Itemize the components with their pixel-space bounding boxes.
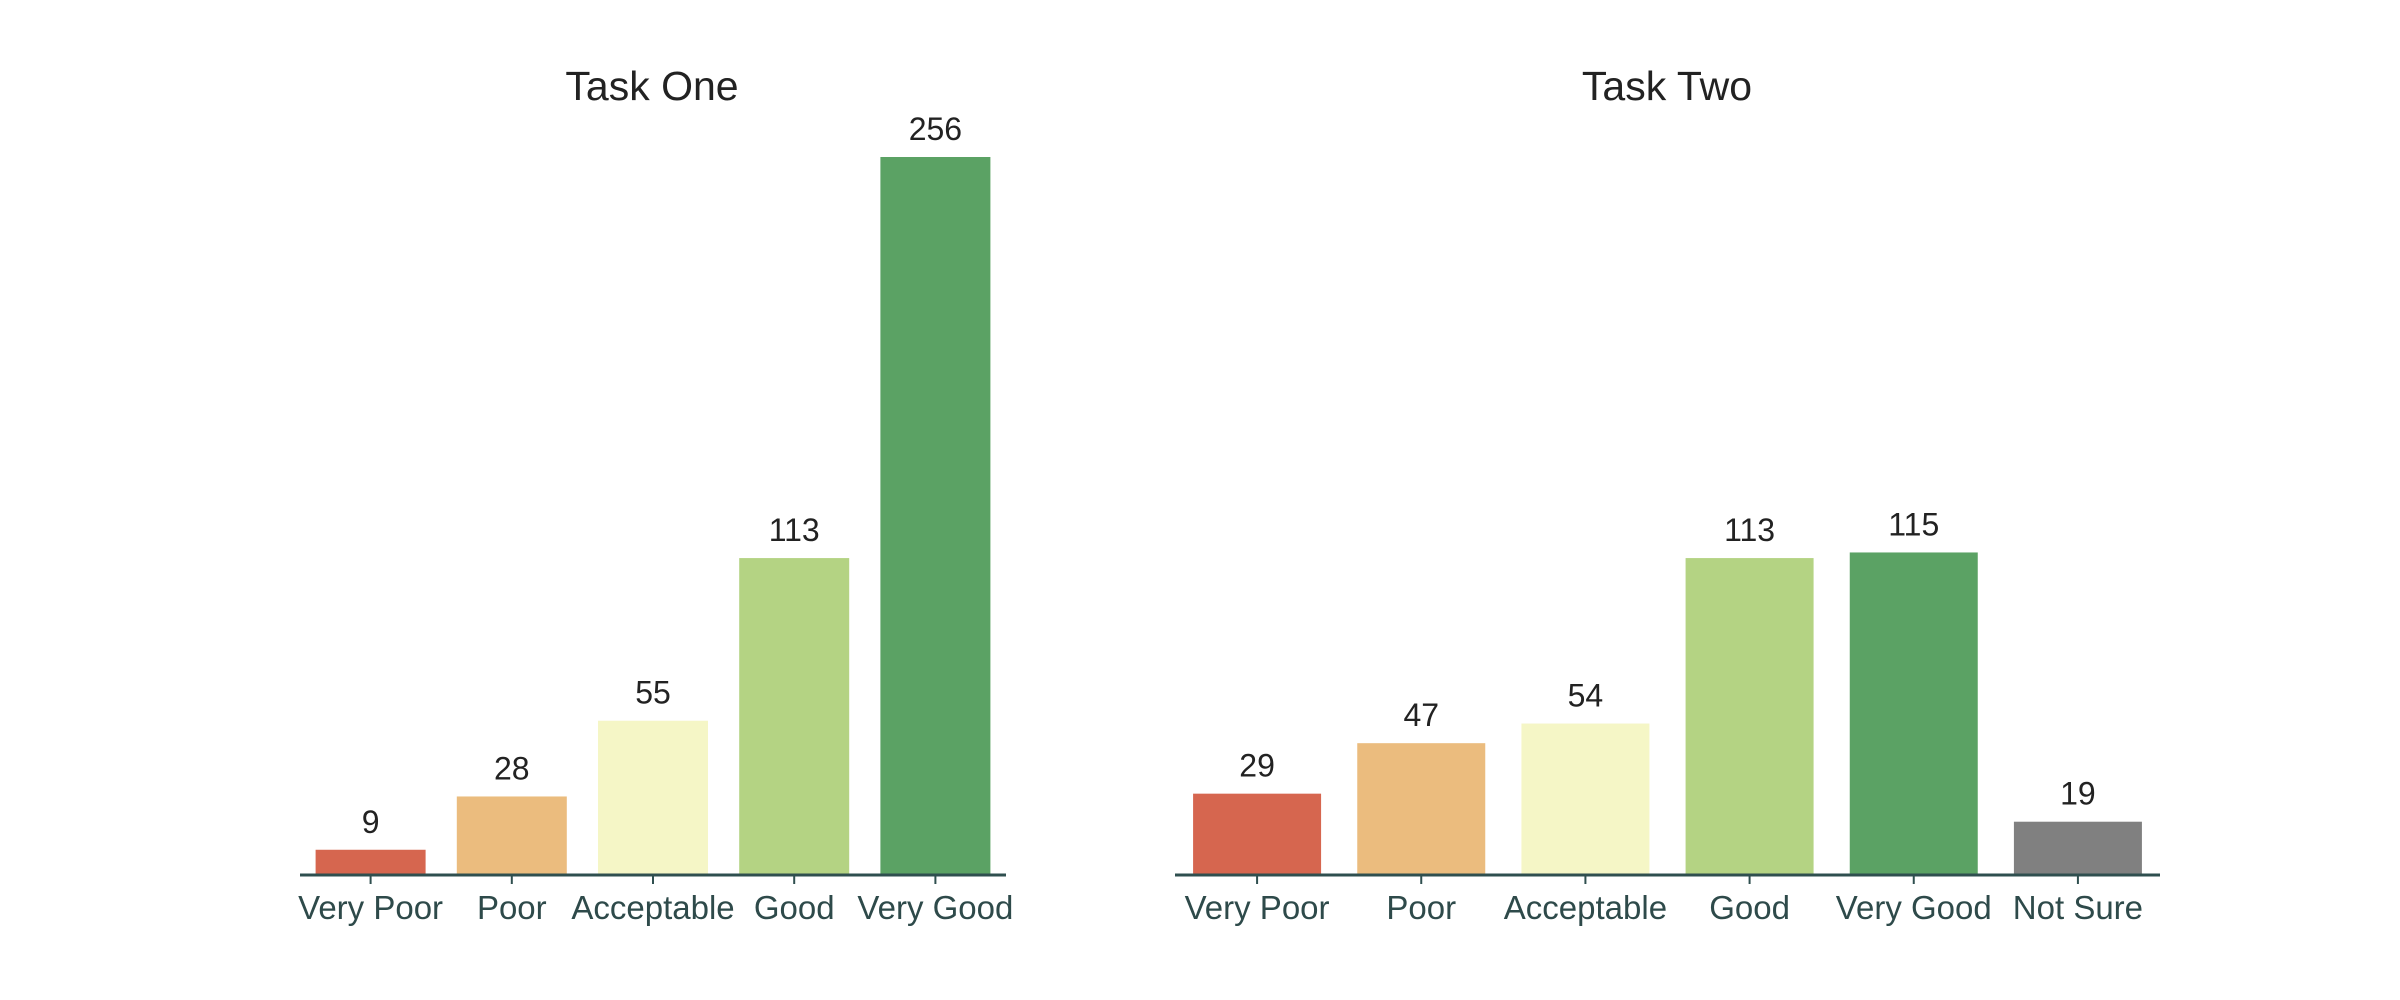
- task-one-value-label-good: 113: [769, 512, 820, 548]
- task-one-tick-label-acceptable: Acceptable: [571, 889, 734, 926]
- task-one-value-label-very-good: 256: [909, 111, 962, 147]
- task-two-bar-poor: [1357, 743, 1486, 875]
- task-one-bar-good: [739, 558, 850, 875]
- task-two-tick-label-good: Good: [1709, 889, 1790, 926]
- task-two-value-label-not-sure: 19: [2060, 776, 2096, 812]
- task-one-tick-label-very-good: Very Good: [857, 889, 1013, 926]
- task-two-bar-not-sure: [2013, 821, 2142, 875]
- task-one-title: Task One: [565, 63, 738, 109]
- task-one-tick-label-very-poor: Very Poor: [298, 889, 443, 926]
- task-one-value-label-poor: 28: [494, 750, 530, 786]
- task-one-value-label-acceptable: 55: [635, 675, 671, 711]
- task-one-bar-poor: [456, 796, 567, 875]
- task-two-panel: Task Two 29 Very Poor 47 Poor 54 Acceptable 11…: [1175, 63, 2160, 926]
- task-two-value-label-good: 113: [1724, 512, 1775, 548]
- task-two-title: Task Two: [1582, 63, 1752, 109]
- task-two-value-label-very-poor: 29: [1239, 748, 1275, 784]
- task-one-bar-acceptable: [598, 720, 708, 875]
- task-one-panel: Task One 9 Very Poor 28 Poor 55 Acceptable 113…: [298, 63, 1013, 926]
- task-two-tick-label-very-poor: Very Poor: [1185, 889, 1330, 926]
- task-one-tick-label-poor: Poor: [477, 889, 547, 926]
- task-two-tick-label-poor: Poor: [1386, 889, 1456, 926]
- task-two-bar-very-good: [1849, 552, 1978, 875]
- task-two-tick-label-acceptable: Acceptable: [1504, 889, 1667, 926]
- task-two-bar-good: [1685, 558, 1814, 875]
- task-two-value-label-very-good: 115: [1888, 506, 1939, 542]
- task-two-value-label-acceptable: 54: [1568, 678, 1604, 714]
- task-two-tick-label-very-good: Very Good: [1836, 889, 1992, 926]
- task-two-value-label-poor: 47: [1403, 697, 1439, 733]
- task-two-bar-very-poor: [1193, 793, 1322, 875]
- task-one-bar-very-good: [880, 157, 991, 875]
- task-two-bar-acceptable: [1521, 723, 1650, 875]
- task-one-value-label-very-poor: 9: [362, 804, 380, 840]
- task-one-tick-label-good: Good: [754, 889, 835, 926]
- task-two-tick-label-not-sure: Not Sure: [2013, 889, 2143, 926]
- task-one-bar-very-poor: [315, 849, 426, 875]
